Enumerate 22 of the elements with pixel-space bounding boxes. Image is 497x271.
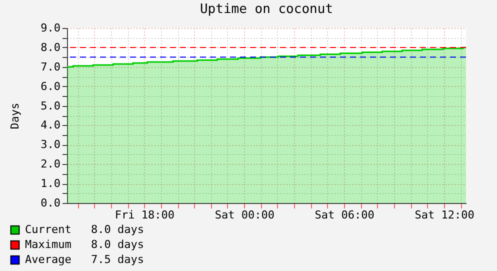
y-tick-label: 0.0 [40, 196, 60, 210]
y-tick-label: 5.0 [40, 99, 60, 112]
legend-label: Maximum [25, 238, 72, 251]
text: 8.0 days [91, 238, 144, 251]
y-tick-label: 7.0 [40, 60, 60, 74]
y-tick-label: 2.0 [40, 158, 60, 171]
x-tick-label: Sat 12:00 [414, 208, 474, 222]
text: 8.0 days [91, 223, 144, 236]
legend-label: Average [25, 253, 72, 266]
y-axis-title: Days [8, 102, 22, 130]
y-tick-label: 4.0 [40, 118, 60, 132]
x-tick-label: Sat 00:00 [214, 208, 274, 222]
y-tick-label: 8.0 [40, 40, 60, 54]
y-tick-label: 1.0 [40, 177, 60, 190]
legend-label: Current [25, 223, 72, 236]
y-tick-label: 9.0 [40, 22, 60, 34]
y-tick-label: 3.0 [40, 138, 60, 152]
chart-title: Uptime on coconut [200, 2, 334, 17]
x-tick-label: Fri 18:00 [114, 208, 174, 222]
text: 7.5 days [91, 253, 144, 266]
x-tick-label: Sat 06:00 [314, 208, 374, 222]
y-tick-label: 6.0 [40, 80, 60, 93]
